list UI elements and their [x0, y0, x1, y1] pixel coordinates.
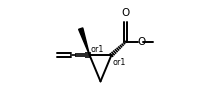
Text: or1: or1: [112, 58, 126, 67]
Polygon shape: [79, 28, 89, 55]
Text: O: O: [137, 37, 145, 47]
Text: O: O: [122, 8, 130, 18]
Text: or1: or1: [90, 45, 103, 54]
